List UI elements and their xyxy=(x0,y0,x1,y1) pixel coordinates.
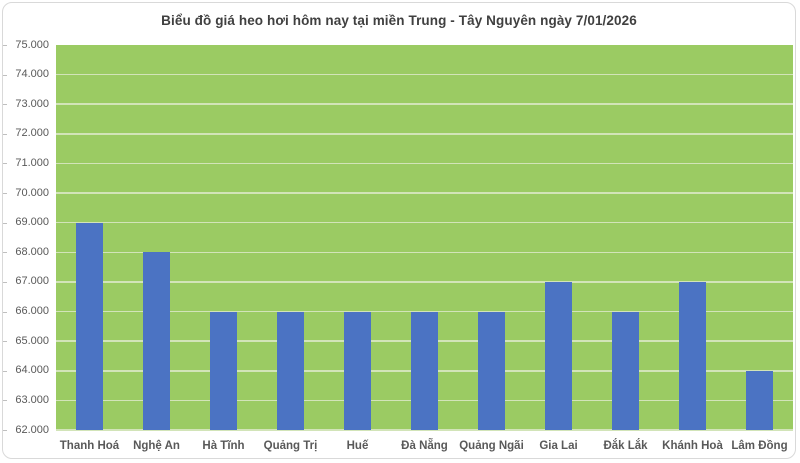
y-axis-tick xyxy=(3,104,7,106)
y-axis-tick xyxy=(3,252,7,254)
x-axis-category-label: Quảng Trị xyxy=(263,440,318,452)
y-axis-tick-label: 62.000 xyxy=(15,423,49,436)
bar xyxy=(679,281,706,430)
y-axis-tick-label: 68.000 xyxy=(15,245,49,258)
bar xyxy=(76,222,103,430)
y-axis-tick xyxy=(3,222,7,224)
x-axis-category-label: Lâm Đồng xyxy=(731,440,788,452)
gridline xyxy=(56,162,793,165)
bar xyxy=(746,370,773,430)
x-axis-category-label: Đắk Lắk xyxy=(603,440,648,452)
gridline xyxy=(56,310,793,313)
y-axis-tick-label: 63.000 xyxy=(15,393,49,406)
gridline xyxy=(56,221,793,224)
y-axis-tick xyxy=(3,133,7,135)
y-axis-tick-label: 66.000 xyxy=(15,305,49,318)
x-axis-category-label: Đà Nẵng xyxy=(401,440,448,452)
x-axis-category-label: Quảng Ngãi xyxy=(459,440,524,452)
chart-title: Biểu đồ giá heo hơi hôm nay tại miền Tru… xyxy=(161,13,637,28)
gridline xyxy=(56,251,793,254)
gridline xyxy=(56,281,793,283)
y-axis-tick-label: 73.000 xyxy=(15,97,49,110)
y-axis-tick-label: 64.000 xyxy=(15,364,49,377)
bar xyxy=(210,311,237,430)
y-axis-tick-label: 75.000 xyxy=(15,38,49,51)
y-axis-tick-label: 70.000 xyxy=(15,186,49,199)
x-axis-category-label: Thanh Hoá xyxy=(59,440,120,452)
bar xyxy=(545,281,572,430)
y-axis-tick-label: 74.000 xyxy=(15,68,49,81)
y-axis-tick-label: 67.000 xyxy=(15,275,49,288)
x-axis-category-label: Hà Tĩnh xyxy=(202,440,245,452)
x-axis-category-label: Khánh Hoà xyxy=(662,440,723,452)
plot-area xyxy=(56,45,793,431)
gridline xyxy=(56,192,793,194)
gridline xyxy=(56,133,793,135)
y-axis-tick xyxy=(3,311,7,313)
y-axis-tick xyxy=(3,341,7,343)
y-axis-tick xyxy=(3,163,7,165)
gridline xyxy=(56,103,793,105)
bar xyxy=(143,252,170,430)
y-axis-tick-label: 69.000 xyxy=(15,216,49,229)
y-axis-tick xyxy=(3,430,7,431)
bar xyxy=(411,311,438,430)
y-axis-tick xyxy=(3,400,7,402)
x-axis-category-label: Gia Lai xyxy=(539,440,578,452)
y-axis-tick xyxy=(3,45,7,46)
bar xyxy=(478,311,505,430)
bar xyxy=(277,311,304,430)
y-axis-tick-label: 72.000 xyxy=(15,127,49,140)
gridline xyxy=(56,429,793,431)
x-axis-category-label: Nghệ An xyxy=(133,440,180,452)
y-axis-tick xyxy=(3,370,7,372)
bar xyxy=(344,311,371,430)
x-axis-category-label: Huế xyxy=(346,440,369,452)
y-axis-tick-label: 71.000 xyxy=(15,156,49,169)
chart-container: Biểu đồ giá heo hơi hôm nay tại miền Tru… xyxy=(2,2,796,459)
y-axis-tick-label: 65.000 xyxy=(15,334,49,347)
y-axis-tick xyxy=(3,281,7,283)
y-axis-tick xyxy=(3,74,7,76)
bar xyxy=(612,311,639,430)
gridline xyxy=(56,73,793,76)
y-axis-tick xyxy=(3,193,7,195)
